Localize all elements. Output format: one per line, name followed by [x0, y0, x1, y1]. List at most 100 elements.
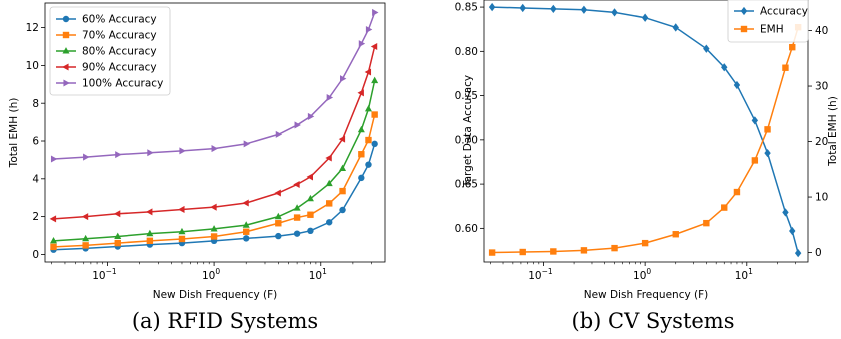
- cv-systems-chart: 10−1 100 101 0.60 0.65 0.70 0.75 0.80 0.85 0 10 20 3…: [455, 0, 839, 301]
- data-point: [789, 226, 796, 236]
- data-point: [580, 247, 588, 254]
- x-tick-label: 10−1: [92, 267, 117, 282]
- series-line-accuracy: [492, 6, 799, 254]
- data-point: [641, 13, 649, 22]
- data-point: [519, 3, 526, 13]
- legend-entry-70-accuracy: 70% Accuracy: [56, 30, 157, 42]
- x-tick-label: 101: [309, 267, 327, 282]
- data-point: [179, 147, 186, 155]
- legend-marker: [62, 15, 70, 23]
- series-80-accuracy: [50, 76, 379, 244]
- legend-marker: [63, 79, 70, 87]
- data-point: [519, 248, 526, 256]
- data-point: [178, 205, 185, 213]
- x-axis-label: New Dish Frequency (F): [584, 289, 709, 301]
- data-point: [703, 219, 710, 227]
- data-point: [274, 189, 281, 197]
- data-point: [721, 204, 728, 211]
- data-point: [326, 219, 333, 226]
- y-tick-label: 0.85: [455, 2, 478, 14]
- legend-label: EMH: [760, 24, 784, 36]
- data-point: [358, 174, 365, 182]
- data-point: [81, 213, 89, 221]
- x-axis-label: New Dish Frequency (F): [153, 289, 278, 301]
- plot-frame: [44, 2, 386, 263]
- data-point: [243, 140, 251, 148]
- data-point: [782, 208, 789, 217]
- legend-label: 100% Accuracy: [82, 78, 163, 90]
- data-point: [751, 157, 759, 164]
- data-point: [115, 151, 122, 159]
- data-point: [243, 235, 250, 242]
- series-90-accuracy: [49, 42, 378, 223]
- series-accuracy: [488, 2, 802, 258]
- data-point: [146, 208, 153, 216]
- caption-cv-systems: (b) CV Systems: [572, 309, 735, 333]
- y-axis-label: Total EMH (h): [8, 98, 20, 169]
- data-point: [550, 248, 557, 255]
- data-point: [275, 232, 282, 240]
- data-point: [146, 229, 154, 237]
- legend-entry-90-accuracy: 90% Accuracy: [56, 62, 157, 74]
- data-point: [733, 80, 741, 90]
- data-point: [275, 220, 282, 227]
- data-point: [293, 214, 301, 221]
- legend-box: [49, 6, 171, 96]
- data-point: [782, 64, 789, 71]
- legend-label: 60% Accuracy: [82, 14, 157, 26]
- data-point: [357, 125, 365, 133]
- data-point: [147, 149, 154, 157]
- x-tick-label: 10−1: [528, 267, 553, 282]
- legend-entry-80-accuracy: 80% Accuracy: [56, 46, 157, 58]
- data-point: [114, 232, 122, 240]
- y2-tick-label: 0: [815, 247, 822, 259]
- data-point: [789, 43, 796, 51]
- data-point: [364, 105, 372, 112]
- legend-marker: [62, 47, 70, 54]
- legend-marker: [62, 31, 70, 39]
- series-line-emh: [492, 26, 799, 254]
- y-tick-label: 6: [32, 136, 39, 148]
- data-point: [364, 68, 372, 76]
- data-point: [82, 242, 89, 249]
- legend-marker: [740, 25, 748, 33]
- data-point: [293, 204, 301, 211]
- x-tick-label: 101: [735, 267, 753, 282]
- data-point: [550, 4, 557, 14]
- data-point: [371, 140, 378, 148]
- data-point: [794, 248, 802, 258]
- legend-entry-emh: EMH: [734, 24, 784, 36]
- series-100-accuracy: [50, 8, 379, 163]
- data-point: [307, 112, 315, 120]
- data-point: [178, 235, 186, 243]
- data-point: [338, 135, 346, 143]
- rfid-systems-chart: 10−1 100 101 0 2 4 6 8 10 12 New Dish Frequency (F…: [8, 2, 386, 301]
- data-point: [339, 206, 346, 214]
- y-tick-label: 2: [32, 211, 39, 223]
- data-point: [751, 116, 759, 125]
- legend-label: 70% Accuracy: [82, 30, 157, 42]
- data-point: [326, 94, 334, 102]
- data-point: [294, 121, 301, 129]
- data-point: [114, 239, 121, 247]
- data-point: [580, 5, 588, 14]
- legend: 60% Accuracy 70% Accuracy 80% Accuracy 90% …: [49, 6, 171, 96]
- y2-tick-label: 40: [815, 25, 828, 37]
- data-point: [275, 130, 283, 138]
- data-point: [370, 42, 378, 51]
- data-point: [211, 145, 218, 153]
- data-point: [641, 239, 649, 247]
- y-tick-label: 8: [32, 98, 39, 110]
- data-point: [339, 187, 346, 195]
- data-point: [82, 234, 90, 242]
- y-tick-label: 0.80: [455, 46, 478, 58]
- legend-label: 80% Accuracy: [82, 46, 157, 58]
- y2-axis-label: Total EMH (h): [827, 96, 839, 167]
- data-point: [325, 154, 332, 162]
- data-point: [178, 227, 186, 235]
- data-point: [703, 44, 710, 53]
- data-point: [50, 236, 58, 244]
- y2-tick-label: 30: [815, 81, 828, 93]
- y2-tick-label: 20: [815, 136, 828, 148]
